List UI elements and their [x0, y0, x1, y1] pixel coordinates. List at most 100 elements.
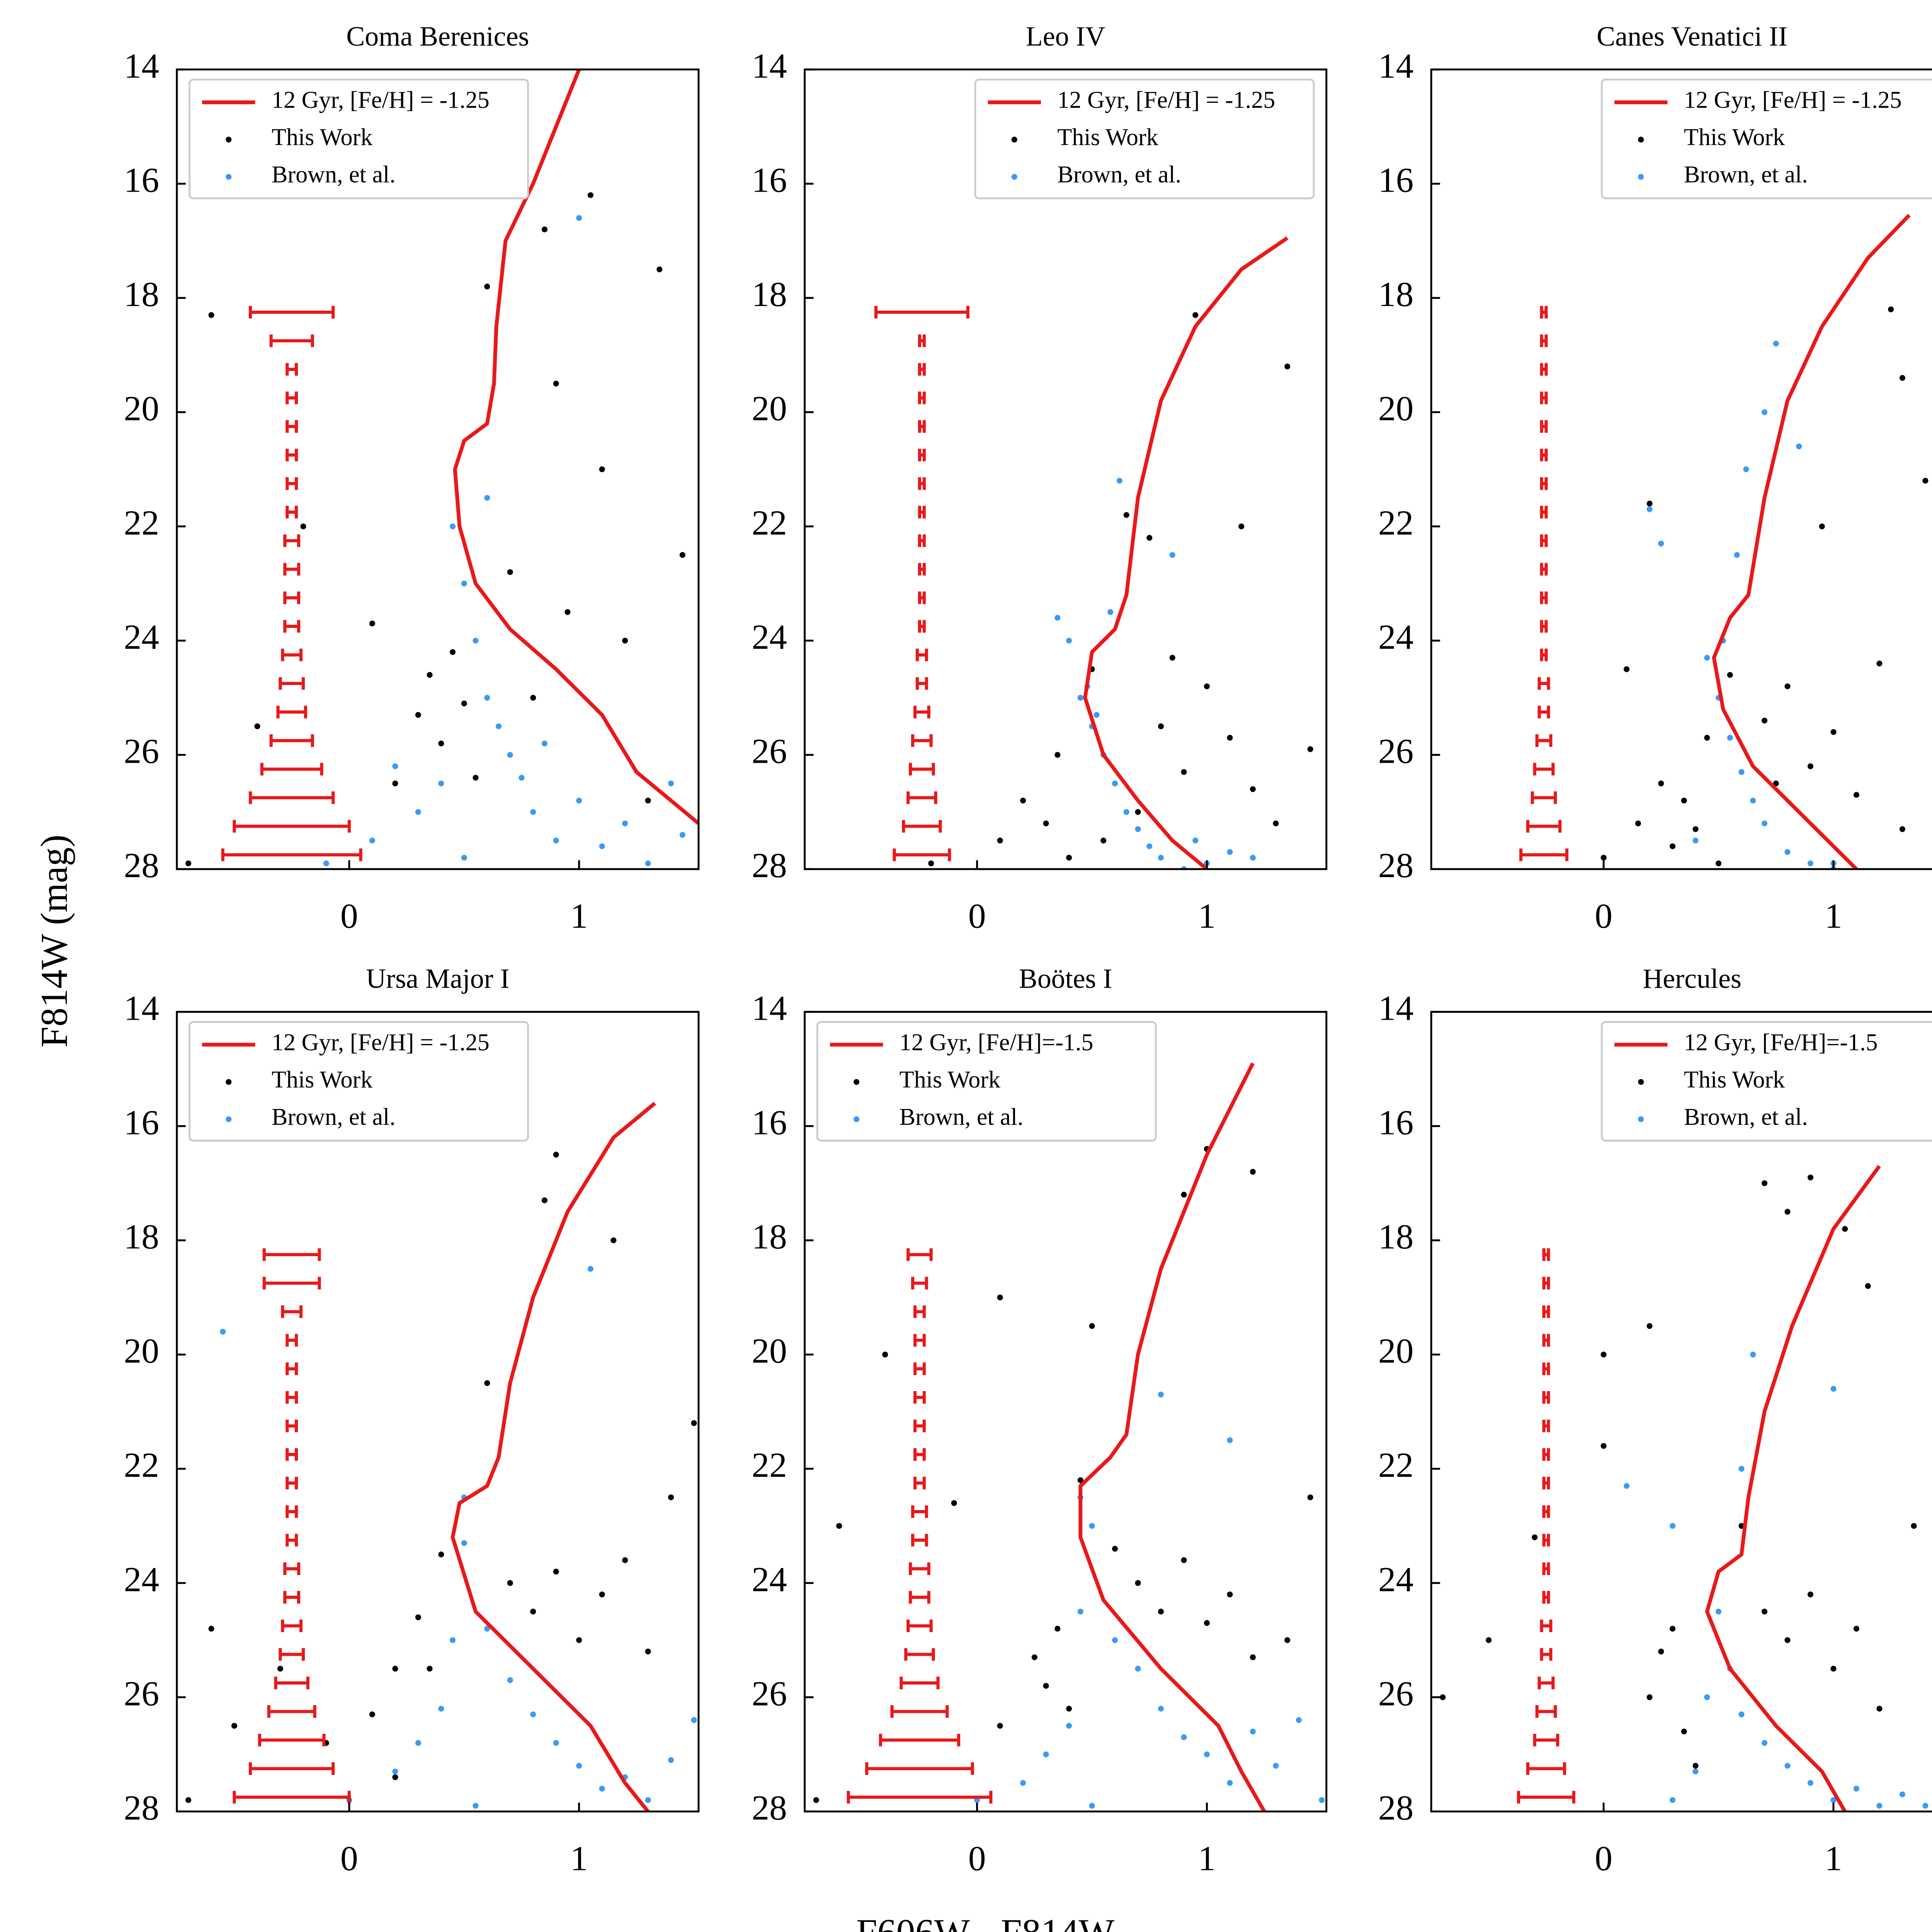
star-point	[1692, 837, 1699, 844]
star-point	[1704, 655, 1710, 661]
y-tick-label: 24	[752, 1560, 787, 1599]
star-point	[1876, 1706, 1883, 1712]
star-point	[507, 569, 513, 575]
error-bar	[1542, 1248, 1550, 1261]
error-bar	[918, 620, 926, 633]
x-tick-label: 0	[1595, 896, 1612, 935]
y-tick-label: 28	[752, 1788, 787, 1827]
star-point	[1899, 375, 1905, 381]
star-point	[1146, 535, 1153, 541]
star-point	[1020, 1780, 1026, 1786]
x-tick-label: 1	[570, 1838, 588, 1878]
y-tick-label: 20	[124, 389, 159, 428]
legend: 12 Gyr, [Fe/H]=-1.5 This Work Brown, et al…	[1600, 1021, 1932, 1142]
star-point	[1761, 1180, 1768, 1186]
star-point	[1094, 712, 1100, 718]
star-point	[1486, 1637, 1492, 1643]
y-tick-label: 22	[1378, 503, 1414, 542]
star-point	[1761, 409, 1768, 415]
star-point	[369, 1711, 375, 1718]
error-bar	[281, 648, 303, 662]
axes-frame	[176, 1011, 700, 1813]
error-bar	[286, 1534, 298, 1547]
star-point	[1784, 683, 1791, 689]
isochrone-line	[1712, 214, 1911, 869]
legend-label: Brown, et al.	[900, 1104, 1024, 1130]
panel-title: Canes Venatici II	[1597, 21, 1787, 52]
star-point	[599, 1786, 605, 1792]
y-tick-label: 20	[1378, 389, 1414, 428]
star-point	[1227, 849, 1233, 855]
x-tick-label: 1	[1825, 1838, 1842, 1878]
star-point	[1761, 1740, 1768, 1746]
star-point	[1734, 552, 1740, 558]
x-tick-label: 0	[968, 1838, 986, 1878]
star-point	[220, 1328, 226, 1335]
star-point	[997, 1294, 1003, 1301]
star-point	[461, 855, 467, 861]
star-point	[1181, 1557, 1187, 1563]
star-point	[622, 638, 628, 644]
star-point	[1830, 1797, 1837, 1803]
star-point	[668, 1757, 674, 1763]
y-tick-label: 20	[752, 1331, 787, 1371]
legend: 12 Gyr, [Fe/H] = -1.25 This Work Brown, et…	[974, 78, 1315, 199]
error-bar	[913, 1476, 926, 1490]
star-point	[1681, 1728, 1687, 1735]
star-point	[1716, 860, 1722, 866]
star-point	[691, 1717, 697, 1723]
star-point	[484, 495, 490, 501]
error-bar	[267, 1705, 316, 1718]
x-tick-label: 1	[1825, 896, 1842, 935]
y-tick-label: 26	[1378, 731, 1414, 771]
error-bar	[918, 506, 926, 519]
star-point	[1181, 1734, 1187, 1740]
error-bar	[286, 1334, 298, 1347]
error-bar	[879, 1733, 961, 1747]
star-point	[645, 860, 651, 866]
error-bar	[1537, 1677, 1555, 1689]
star-point	[1922, 478, 1929, 484]
error-bar	[286, 391, 298, 405]
star-point	[1899, 826, 1905, 832]
star-point	[427, 1666, 433, 1672]
error-bar	[274, 1677, 310, 1689]
error-bar	[918, 477, 926, 490]
star-point	[587, 1266, 594, 1272]
panel-title: Leo IV	[1026, 21, 1105, 52]
star-point	[438, 740, 444, 747]
error-bar	[918, 334, 926, 347]
legend-label: This Work	[1057, 124, 1158, 150]
star-point	[1876, 1803, 1883, 1809]
legend-dot	[226, 1116, 232, 1122]
star-point	[1135, 1666, 1141, 1672]
star-point	[1853, 792, 1859, 798]
y-tick-label: 18	[124, 274, 159, 314]
error-bar	[918, 449, 926, 461]
error-bar	[874, 306, 969, 319]
star-point	[415, 809, 421, 815]
error-bar	[911, 734, 933, 747]
y-tick-label: 24	[124, 617, 159, 656]
error-bar	[1535, 734, 1553, 747]
error-bar	[918, 420, 926, 433]
star-point	[507, 1580, 513, 1586]
legend-label: This Work	[272, 1066, 373, 1093]
star-point	[1054, 1626, 1061, 1632]
star-point	[1112, 1637, 1118, 1643]
star-point	[1899, 1791, 1905, 1798]
plot-area	[1519, 214, 1929, 869]
star-point	[1865, 1283, 1871, 1289]
star-point	[928, 860, 934, 866]
star-point	[1296, 1717, 1302, 1723]
star-point	[1532, 1534, 1538, 1541]
star-point	[185, 1797, 191, 1803]
y-tick-label: 24	[1378, 617, 1414, 656]
error-bar	[1540, 420, 1548, 433]
legend-dot	[226, 136, 232, 143]
y-tick-label: 18	[752, 1217, 787, 1256]
error-bar	[1537, 706, 1550, 719]
star-point	[1227, 1591, 1233, 1597]
star-point	[1624, 1483, 1630, 1489]
error-bar	[279, 677, 305, 690]
